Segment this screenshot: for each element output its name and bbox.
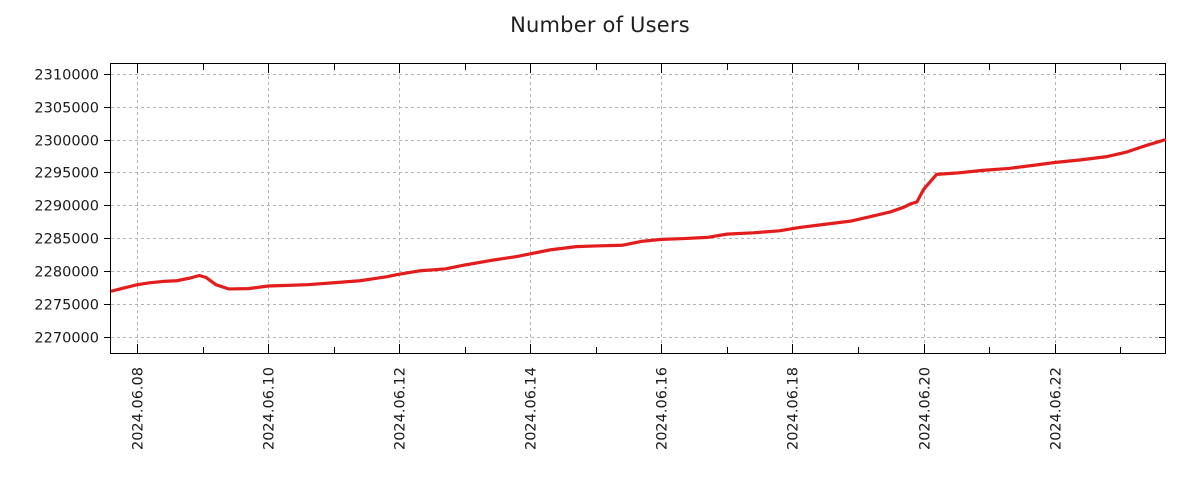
x-axis-tick-label: 2024.06.10: [262, 367, 278, 450]
plot-frame: [109, 62, 1167, 355]
y-axis-tick-label: 2300000: [34, 134, 99, 150]
y-axis-tick-label: 2305000: [34, 101, 99, 117]
y-axis-tick-label: 2270000: [34, 331, 99, 347]
axis-tick-marks: [104, 64, 1166, 353]
y-axis-labels: 2270000 2275000 2280000 2285000 2290000 22950…: [34, 68, 99, 347]
grid-lines: [111, 64, 1166, 353]
x-axis-tick-label: 2024.06.16: [655, 367, 671, 450]
y-axis-tick-label: 2290000: [34, 199, 99, 215]
data-line-number-of-users: [110, 137, 1167, 293]
x-axis-tick-label: 2024.06.12: [393, 367, 409, 450]
x-axis-tick-label: 2024.06.20: [918, 367, 934, 450]
y-axis-tick-label: 2285000: [34, 232, 99, 248]
x-axis-tick-label: 2024.06.18: [786, 367, 802, 450]
data-series-layer: [110, 137, 1167, 293]
chart-title: Number of Users: [510, 13, 690, 37]
x-axis-tick-label: 2024.06.22: [1049, 367, 1065, 450]
y-axis-tick-label: 2280000: [34, 265, 99, 281]
x-axis-tick-label: 2024.06.14: [524, 367, 540, 450]
y-axis-tick-label: 2310000: [34, 68, 99, 84]
y-axis-tick-label: 2295000: [34, 166, 99, 182]
x-axis-labels: 2024.06.08 2024.06.10 2024.06.12 2024.06.14…: [131, 367, 1065, 450]
y-axis-tick-label: 2275000: [34, 298, 99, 314]
x-axis-tick-label: 2024.06.08: [131, 367, 147, 450]
